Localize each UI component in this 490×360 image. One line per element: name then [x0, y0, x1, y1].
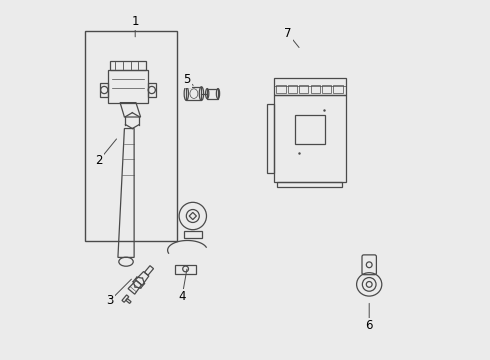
- Text: 2: 2: [96, 154, 103, 167]
- Text: 1: 1: [131, 15, 139, 28]
- Text: 7: 7: [284, 27, 291, 40]
- Bar: [186, 87, 201, 100]
- Bar: [148, 83, 156, 97]
- Bar: [294, 115, 325, 144]
- Bar: [311, 85, 320, 93]
- Bar: [276, 85, 286, 93]
- Bar: [268, 104, 274, 173]
- Bar: [175, 265, 196, 274]
- Bar: [184, 231, 202, 238]
- Bar: [333, 85, 343, 93]
- Bar: [85, 31, 176, 241]
- Text: 5: 5: [183, 73, 191, 86]
- Text: 4: 4: [178, 291, 186, 303]
- Bar: [277, 182, 342, 187]
- Bar: [274, 78, 346, 95]
- Bar: [274, 95, 346, 182]
- Text: 3: 3: [106, 294, 114, 307]
- Bar: [108, 70, 148, 103]
- Text: 6: 6: [366, 319, 373, 332]
- Bar: [100, 83, 108, 97]
- Bar: [110, 61, 146, 70]
- Bar: [207, 89, 218, 99]
- Bar: [288, 85, 297, 93]
- Bar: [299, 85, 308, 93]
- Bar: [322, 85, 331, 93]
